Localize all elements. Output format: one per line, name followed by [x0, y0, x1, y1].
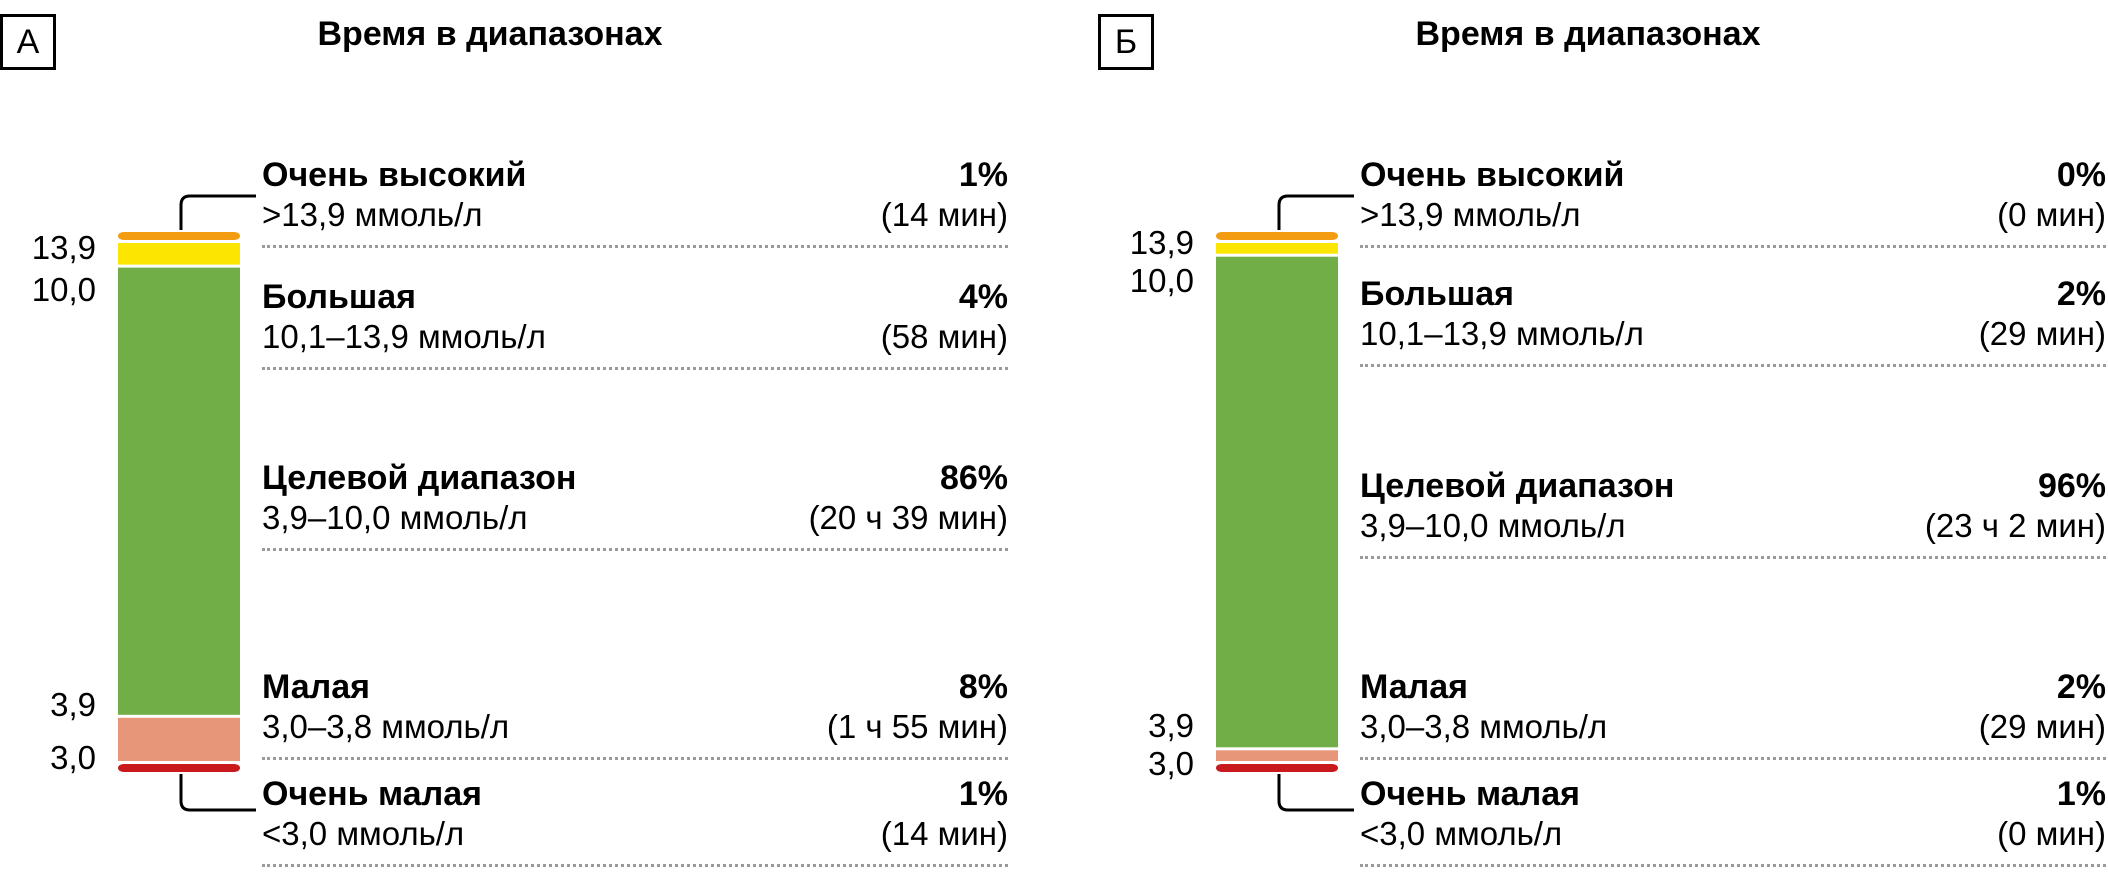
range-span: >13,9 ммоль/л	[262, 196, 483, 233]
dotted-separator	[1360, 757, 2106, 760]
dotted-separator	[1360, 245, 2106, 248]
range-name: Целевой диапазон	[262, 459, 577, 497]
bar-segment-target	[1216, 256, 1338, 748]
bar-segment-target	[118, 267, 240, 715]
dotted-separator	[262, 864, 1008, 867]
range-duration: (29 мин)	[1978, 708, 2106, 745]
range-duration: (29 мин)	[1978, 315, 2106, 352]
range-name: Малая	[1360, 668, 1468, 706]
stacked-bar	[1216, 194, 1354, 812]
range-name: Очень высокий	[262, 156, 527, 194]
range-span: 3,0–3,8 ммоль/л	[1360, 708, 1608, 745]
range-duration: (0 мин)	[1997, 815, 2106, 852]
chart-title: Время в диапазонах	[1415, 15, 1761, 53]
range-name: Малая	[262, 668, 370, 706]
bar-segment-very-low	[1216, 764, 1338, 772]
dotted-separator	[1360, 364, 2106, 367]
bar-segment-low	[1216, 750, 1338, 761]
range-percent: 96%	[2037, 467, 2106, 505]
connector-very-high	[179, 194, 256, 230]
chart-panel-b: Б Время в диапазонах 13,9 10,0 3,9 3,0 Очен…	[1098, 0, 2108, 873]
range-span: 10,1–13,9 ммоль/л	[262, 318, 546, 355]
range-percent: 1%	[2056, 775, 2106, 813]
range-duration: (14 мин)	[880, 196, 1008, 233]
range-percent: 0%	[2056, 156, 2106, 194]
range-name: Целевой диапазон	[1360, 467, 1675, 505]
tick-label: 3,9	[1148, 707, 1194, 744]
range-duration: (14 мин)	[880, 815, 1008, 852]
range-span: 3,9–10,0 ммоль/л	[262, 499, 528, 536]
range-name: Очень малая	[262, 775, 482, 813]
range-percent: 4%	[958, 278, 1008, 316]
range-percent: 1%	[958, 775, 1008, 813]
bar-segment-very-high	[1216, 232, 1338, 240]
bar-segment-high	[118, 243, 240, 265]
connector-very-low	[1277, 774, 1354, 812]
dotted-separator	[262, 245, 1008, 248]
tick-label: 13,9	[1129, 224, 1194, 261]
dotted-separator	[1360, 864, 2106, 867]
bar-segment-very-high	[118, 232, 240, 240]
range-name: Большая	[262, 278, 416, 316]
range-name: Очень малая	[1360, 775, 1580, 813]
range-span: 10,1–13,9 ммоль/л	[1360, 315, 1644, 352]
panel-letter: Б	[1098, 14, 1154, 70]
connector-very-high	[1277, 194, 1354, 230]
tick-label: 3,0	[1148, 745, 1194, 782]
dotted-separator	[262, 757, 1008, 760]
range-span: <3,0 ммоль/л	[262, 815, 465, 852]
dotted-separator	[262, 367, 1008, 370]
dotted-separator	[1360, 556, 2106, 559]
dotted-separator	[262, 548, 1008, 551]
stacked-bar	[118, 194, 256, 812]
tick-label: 13,9	[31, 229, 96, 266]
range-name: Большая	[1360, 275, 1514, 313]
range-duration: (20 ч 39 мин)	[808, 499, 1008, 536]
range-percent: 2%	[2056, 275, 2106, 313]
connector-very-low	[179, 774, 256, 812]
range-name: Очень высокий	[1360, 156, 1625, 194]
range-span: >13,9 ммоль/л	[1360, 196, 1581, 233]
bar-segment-high	[1216, 243, 1338, 254]
range-duration: (1 ч 55 мин)	[826, 708, 1008, 745]
tick-label: 3,9	[50, 686, 96, 723]
bar-segment-very-low	[118, 764, 240, 772]
tick-label: 3,0	[50, 739, 96, 776]
range-duration: (23 ч 2 мин)	[1924, 507, 2106, 544]
panel-letter: А	[0, 14, 56, 70]
tick-label: 10,0	[1129, 262, 1194, 299]
range-duration: (0 мин)	[1997, 196, 2106, 233]
bar-segment-low	[118, 717, 240, 761]
tick-label: 10,0	[31, 271, 96, 308]
range-percent: 1%	[958, 156, 1008, 194]
range-percent: 2%	[2056, 668, 2106, 706]
range-span: 3,9–10,0 ммоль/л	[1360, 507, 1626, 544]
range-span: <3,0 ммоль/л	[1360, 815, 1563, 852]
range-percent: 86%	[939, 459, 1008, 497]
chart-panel-a: А Время в диапазонах 13,9 10,0 3,9 3,0 Очен…	[0, 14, 1008, 867]
range-span: 3,0–3,8 ммоль/л	[262, 708, 510, 745]
range-duration: (58 мин)	[880, 318, 1008, 355]
range-percent: 8%	[958, 668, 1008, 706]
chart-title: Время в диапазонах	[317, 15, 663, 53]
